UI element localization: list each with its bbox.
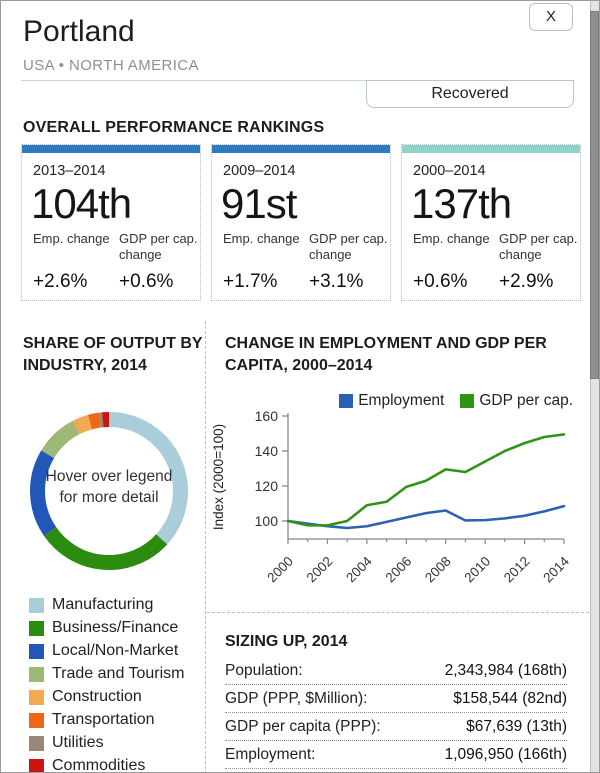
card-color-bar [22,145,200,153]
emp-change-label: Emp. change [223,231,300,246]
svg-text:2012: 2012 [501,554,533,586]
series-gdp-per-cap- [286,433,566,527]
status-tab-recovered[interactable]: Recovered [366,80,574,108]
svg-text:2000: 2000 [264,554,296,586]
card-period: 2000–2014 [413,163,486,179]
svg-text:2006: 2006 [383,554,415,586]
sizing-section-title: SIZING UP, 2014 [225,633,348,650]
sizing-table: Population: 2,343,984 (168th) GDP (PPP, … [225,657,567,769]
legend-item-transportation[interactable]: Transportation [29,711,185,729]
svg-text:100: 100 [255,513,279,529]
table-row-gdp: GDP (PPP, $Million): $158,544 (82nd) [225,685,567,713]
legend-swatch [29,597,44,613]
svg-text:2002: 2002 [304,554,336,586]
donut-svg[interactable] [27,409,191,573]
legend-item-gdp-per-cap: GDP per cap. [460,392,573,410]
legend-swatch [29,689,44,705]
svg-text:120: 120 [255,478,279,494]
svg-text:2014: 2014 [540,553,572,585]
vertical-divider [205,321,206,772]
legend-item-business-finance[interactable]: Business/Finance [29,619,185,637]
emp-change-value: +0.6% [413,271,468,293]
svg-text:2010: 2010 [461,554,493,586]
ranking-card-2013-2014: 2013–2014 104th Emp. change GDP per cap.… [21,144,201,301]
legend-swatch [29,712,44,728]
card-color-bar [402,145,580,153]
line-chart-section-title: CHANGE IN EMPLOYMENT AND GDP PER CAPITA,… [225,335,547,375]
donut-segment-local-non-market[interactable] [30,450,57,536]
line-chart-legend: Employment GDP per cap. [211,392,573,410]
horizontal-divider [207,612,589,613]
legend-swatch [339,394,354,408]
emp-change-label: Emp. change [33,231,110,246]
page-title: Portland [23,15,135,48]
svg-text:2008: 2008 [422,554,454,586]
gdp-change-label: GDP per cap. change [119,231,198,262]
legend-swatch [29,735,44,751]
chart-axes [287,413,564,540]
scrollbar-thumb[interactable] [590,11,599,379]
card-rank: 137th [411,180,512,227]
vertical-scrollbar[interactable] [590,1,599,772]
legend-swatch [29,758,44,772]
legend-swatch [29,643,44,659]
donut-segment-trade-and-tourism[interactable] [41,420,80,459]
card-period: 2009–2014 [223,163,296,179]
ranking-card-2000-2014: 2000–2014 137th Emp. change GDP per cap.… [401,144,581,301]
legend-item-employment: Employment [339,392,444,410]
svg-text:140: 140 [255,443,279,459]
legend-swatch [29,666,44,682]
legend-item-construction[interactable]: Construction [29,688,185,706]
gdp-change-value: +0.6% [119,271,174,293]
emp-change-value: +2.6% [33,271,88,293]
legend-item-utilities[interactable]: Utilities [29,734,185,752]
svg-text:160: 160 [255,408,279,424]
y-axis-label: Index (2000=100) [211,424,226,530]
ranking-card-2009-2014: 2009–2014 91st Emp. change GDP per cap. … [211,144,391,301]
header-divider [21,80,366,81]
legend-item-trade-tourism[interactable]: Trade and Tourism [29,665,185,683]
emp-change-label: Emp. change [413,231,490,246]
donut-segment-manufacturing[interactable] [108,412,188,545]
legend-item-local-non-market[interactable]: Local/Non-Market [29,642,185,660]
employment-gdp-line-chart: 100 120 140 160 Index (2000=100) 2000 2002 2004… [211,408,572,586]
donut-segment-construction[interactable] [72,414,93,435]
gdp-change-label: GDP per cap. change [309,231,388,262]
series-employment [286,504,566,530]
card-color-bar [212,145,390,153]
svg-text:2004: 2004 [343,553,375,585]
donut-segment-transportation[interactable] [87,412,102,430]
donut-hover-hint: Hover over legend for more detail [45,468,173,506]
emp-change-value: +1.7% [223,271,278,293]
industry-legend: Manufacturing Business/Finance Local/Non… [29,596,185,772]
table-row-population: Population: 2,343,984 (168th) [225,657,567,685]
table-row-gdp-per-capita: GDP per capita (PPP): $67,639 (13th) [225,713,567,741]
legend-item-manufacturing[interactable]: Manufacturing [29,596,185,614]
legend-item-commodities[interactable]: Commodities [29,757,185,772]
card-rank: 104th [31,180,132,227]
legend-swatch [29,620,44,636]
page-subtitle: USA • NORTH AMERICA [23,57,199,74]
card-rank: 91st [221,180,297,227]
industry-donut-chart[interactable] [27,409,191,573]
industry-section-title: SHARE OF OUTPUT BY INDUSTRY, 2014 [23,335,203,374]
gdp-change-value: +3.1% [309,271,364,293]
gdp-change-value: +2.9% [499,271,554,293]
table-row-employment: Employment: 1,096,950 (166th) [225,741,567,769]
legend-swatch [460,394,475,408]
close-button[interactable]: X [529,3,573,31]
rankings-section-title: OVERALL PERFORMANCE RANKINGS [23,119,325,136]
card-period: 2013–2014 [33,163,106,179]
donut-segment-business-finance[interactable] [43,527,168,570]
gdp-change-label: GDP per cap. change [499,231,578,262]
